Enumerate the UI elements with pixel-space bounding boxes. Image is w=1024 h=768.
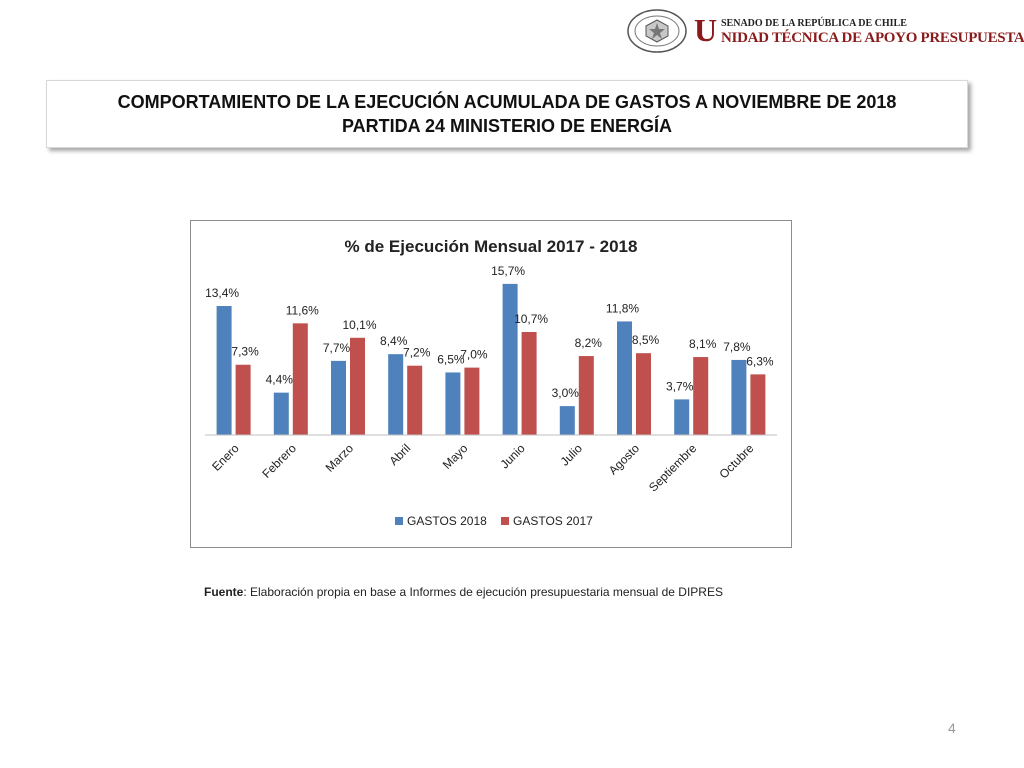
value-label-2018-agosto: 11,8% (606, 301, 639, 315)
bar-2017-abril (407, 365, 423, 435)
value-label-2017-junio: 10,7% (514, 312, 548, 326)
slide-title-line-2: PARTIDA 24 MINISTERIO DE ENERGÍA (341, 116, 673, 136)
bar-2017-mayo (464, 367, 480, 435)
page-number: 4 (948, 720, 956, 736)
senate-seal-icon (627, 9, 687, 53)
category-label-junio: Junio (498, 441, 528, 471)
slide-title-box: COMPORTAMIENTO DE LA EJECUCIÓN ACUMULADA… (46, 80, 968, 148)
category-label-marzo: Marzo (323, 441, 357, 475)
category-labels-group: Enero Febrero Marzo Abril Mayo Junio Julio Agos… (209, 441, 757, 495)
bar-2018-agosto (617, 321, 632, 435)
value-label-2017-agosto: 8,5% (632, 333, 660, 347)
value-label-2018-julio: 3,0% (552, 386, 580, 400)
value-label-2017-octubre: 6,3% (746, 354, 774, 368)
chart-legend: GASTOS 2018 GASTOS 2017 (395, 514, 593, 528)
bar-2017-septiembre (693, 357, 709, 435)
value-label-2018-septiembre: 3,7% (666, 379, 694, 393)
source-text: : Elaboración propia en base a Informes … (243, 585, 723, 599)
category-label-abril: Abril (386, 441, 413, 468)
chart-frame: % de Ejecución Mensual 2017 - 2018 13,4%… (190, 220, 792, 548)
bar-2018-octubre (731, 359, 747, 435)
bar-2017-octubre (750, 374, 766, 435)
value-label-2018-febrero: 4,4% (266, 373, 294, 387)
legend-swatch-2017 (501, 517, 509, 525)
logo-line-1: SENADO DE LA REPÚBLICA DE CHILE (721, 18, 907, 29)
value-label-2017-febrero: 11,6% (286, 303, 319, 317)
category-label-agosto: Agosto (606, 441, 643, 478)
value-labels-group: 13,4%7,3%4,4%11,6%7,7%10,1%8,4%7,2% 6,5%7… (205, 264, 774, 400)
value-label-2017-marzo: 10,1% (342, 318, 376, 332)
value-label-2017-mayo: 7,0% (460, 348, 488, 362)
source-note: Fuente: Elaboración propia en base a Inf… (204, 585, 723, 599)
slide-title-line-1: COMPORTAMIENTO DE LA EJECUCIÓN ACUMULADA… (117, 92, 897, 112)
legend-swatch-2018 (395, 517, 403, 525)
bar-2018-junio (502, 283, 518, 435)
value-label-2017-enero: 7,3% (231, 345, 259, 359)
bar-2018-julio (559, 406, 575, 435)
bar-2018-marzo (331, 360, 346, 435)
bar-2018-enero (216, 306, 232, 435)
logo-line-2: NIDAD TÉCNICA DE APOYO PRESUPUESTARIO (721, 30, 1024, 46)
category-label-febrero: Febrero (259, 441, 299, 481)
bars-group (216, 283, 766, 435)
category-label-octubre: Octubre (716, 441, 756, 481)
value-label-2017-abril: 7,2% (403, 346, 431, 360)
value-label-2017-julio: 8,2% (575, 336, 603, 350)
chart-title: % de Ejecución Mensual 2017 - 2018 (345, 237, 638, 256)
bar-2017-julio (578, 356, 594, 435)
value-label-2018-marzo: 7,7% (323, 341, 351, 355)
category-label-enero: Enero (209, 441, 242, 474)
category-label-julio: Julio (558, 441, 586, 469)
value-label-2018-mayo: 6,5% (437, 352, 465, 366)
bar-2017-agosto (636, 353, 651, 435)
category-label-mayo: Mayo (440, 441, 471, 472)
bar-2018-septiembre (674, 399, 690, 435)
category-label-septiembre: Septiembre (646, 441, 700, 495)
bar-2017-marzo (350, 337, 365, 435)
logo-initial: U (694, 12, 718, 48)
bar-2018-abril (388, 354, 404, 435)
value-label-2018-enero: 13,4% (205, 286, 239, 300)
value-label-2018-octubre: 7,8% (723, 340, 751, 354)
legend-label-2017: GASTOS 2017 (513, 514, 593, 528)
bar-2017-junio (521, 332, 537, 435)
bar-2018-febrero (273, 392, 289, 435)
header-logo: U SENADO DE LA REPÚBLICA DE CHILE NIDAD … (626, 8, 1024, 56)
bar-chart: % de Ejecución Mensual 2017 - 2018 13,4%… (205, 237, 777, 528)
bar-2018-mayo (445, 372, 461, 435)
bar-2017-febrero (292, 323, 308, 435)
bar-2017-enero (235, 364, 251, 435)
legend-label-2018: GASTOS 2018 (407, 514, 487, 528)
source-label: Fuente (204, 585, 244, 599)
value-label-2017-septiembre: 8,1% (689, 337, 717, 351)
value-label-2018-abril: 8,4% (380, 334, 408, 348)
value-label-2018-junio: 15,7% (491, 264, 525, 278)
